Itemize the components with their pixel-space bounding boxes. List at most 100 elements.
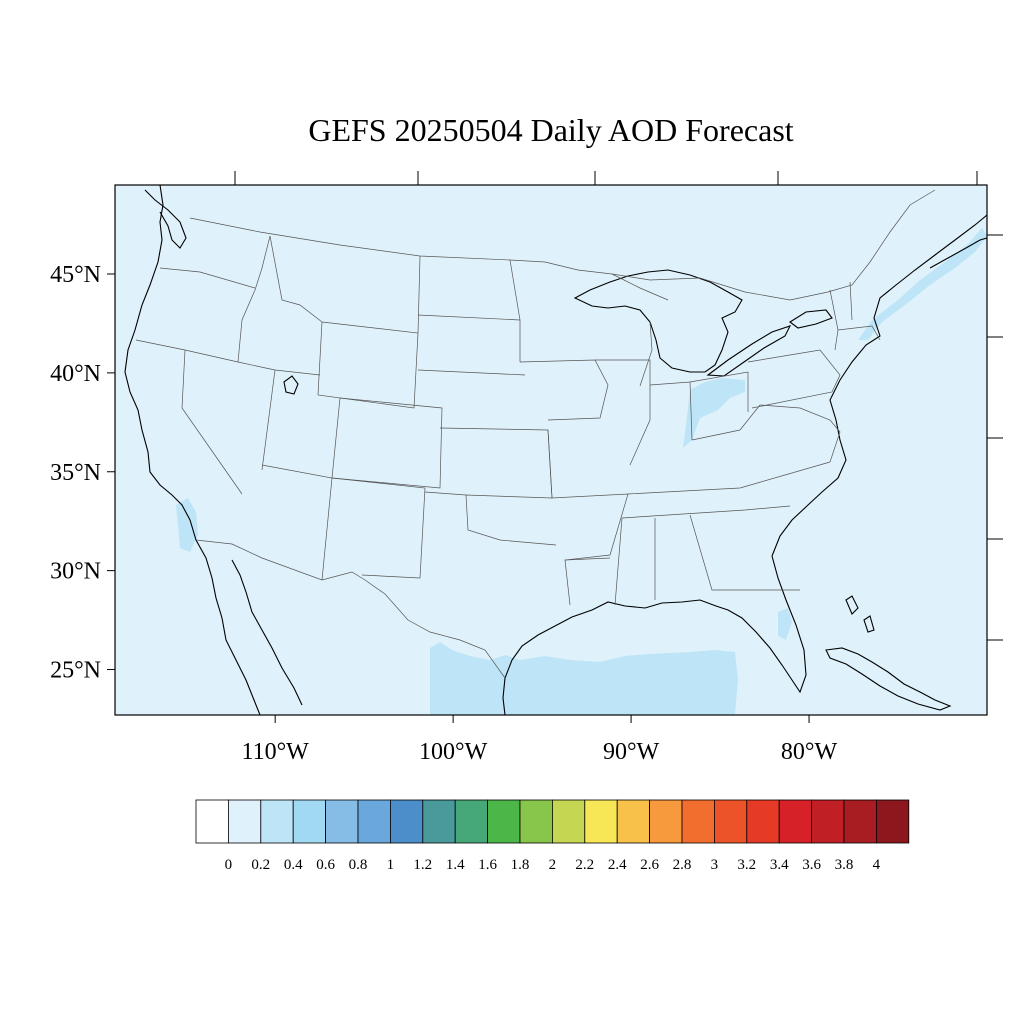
aod-region-florida-gulf	[778, 608, 792, 640]
figure-title: GEFS 20250504 Daily AOD Forecast	[308, 112, 793, 148]
mi-boundaries	[611, 273, 669, 387]
lake-erie	[706, 325, 792, 377]
nm-tx	[331, 477, 426, 579]
colorbar-label: 1.4	[446, 857, 465, 873]
bahamas-coastline	[845, 595, 875, 633]
lat-tick-label: 35°N	[50, 460, 101, 486]
puget-sound-coastline	[144, 189, 187, 249]
colorbar-swatch	[714, 799, 748, 844]
wa-or-border	[159, 267, 256, 289]
colorbar-label: 1.8	[511, 857, 530, 873]
lon-tick-label: 110°W	[241, 739, 309, 765]
ar-ms	[564, 557, 611, 561]
colorbar-swatch	[746, 799, 780, 844]
nv-ut	[261, 369, 276, 471]
state-borders	[135, 189, 936, 679]
aod-region-gulf-of-mexico	[430, 642, 738, 715]
colorbar-swatch	[616, 799, 651, 844]
colorbar-label: 3.2	[737, 857, 756, 873]
map-panel: 45°N 40°N 35°N 30°N 25°N 110°W 100°W 90°W 80°W	[50, 171, 1003, 765]
great-lakes-shoreline	[573, 269, 743, 373]
idaho-west	[237, 235, 271, 363]
mn-ia-mo	[519, 359, 609, 421]
colorbar-swatch	[778, 799, 813, 844]
aod-region-ohio-valley	[683, 378, 745, 448]
nd-sd	[417, 314, 521, 321]
tn-frame	[621, 461, 831, 519]
canada-border	[189, 189, 936, 301]
colorbar-swatch	[292, 799, 327, 844]
ky-wv-va	[691, 404, 841, 463]
mexico-border	[195, 539, 506, 679]
colorbar-swatch	[649, 799, 683, 844]
pa-ny	[747, 349, 841, 409]
lat-tick-label: 40°N	[50, 361, 101, 387]
colorbar-label: 1.2	[413, 857, 432, 873]
colorbar-swatch	[876, 799, 910, 844]
sd-ne	[417, 369, 526, 376]
ms-al-ga	[614, 514, 800, 606]
colorbar-swatch	[552, 799, 586, 844]
colorbar-label: 2.6	[640, 857, 659, 873]
colorbar-swatch	[487, 799, 521, 844]
ut-co	[331, 397, 341, 479]
lon-tick-label: 100°W	[419, 739, 488, 765]
colorbar-label: 0.6	[316, 857, 335, 873]
nd-mn	[509, 259, 521, 362]
colorbar-label: 0.2	[251, 857, 270, 873]
lat-tick-label: 30°N	[50, 559, 101, 585]
baja-gulf-coastline	[231, 559, 303, 706]
gulf-coastline	[502, 555, 807, 715]
colorbar-label: 3.4	[770, 857, 789, 873]
ok-tx	[424, 491, 467, 496]
nv-ca	[181, 349, 243, 495]
colorbar-label: 0	[225, 857, 233, 873]
colorbar-label: 0.8	[349, 857, 368, 873]
wy-frame	[317, 321, 419, 409]
colorbar-swatch	[454, 799, 489, 844]
colorbar-swatch	[843, 799, 877, 844]
colorbar-swatch	[584, 799, 618, 844]
lat-tick-label: 25°N	[50, 658, 101, 684]
colorbar-swatch	[681, 799, 715, 844]
new-england	[829, 281, 881, 351]
aod-colorbar: 0 0.2 0.4 0.6 0.8 1 1.2 1.4 1.6 1.8 2 2.2 2.4 2.6 2.8 3…	[195, 799, 910, 873]
lon-tick-label: 90°W	[603, 739, 660, 765]
lat-tick-label: 45°N	[50, 262, 101, 288]
pacific-coastline	[124, 185, 261, 715]
colorbar-label: 2.4	[608, 857, 627, 873]
mt-dakotas	[417, 255, 421, 334]
map-ticks: 45°N 40°N 35°N 30°N 25°N 110°W 100°W 90°W 80°W	[50, 171, 1003, 765]
colorbar-swatch	[260, 799, 294, 844]
map-frame	[114, 184, 988, 716]
atlantic-coastline	[771, 214, 987, 557]
colorbar-swatch	[422, 799, 456, 844]
nova-scotia-coastline	[929, 237, 987, 269]
great-salt-lake	[283, 375, 299, 395]
colorbar-swatch	[357, 799, 391, 844]
colorbar-label: 1	[387, 857, 395, 873]
colorbar-label: 2.2	[575, 857, 594, 873]
colorbar-label: 2	[549, 857, 557, 873]
in-oh	[649, 371, 749, 441]
lake-ontario	[789, 309, 833, 329]
colorbar-swatch	[227, 799, 262, 844]
colorbar-swatch	[195, 799, 229, 844]
lon-tick-label: 80°W	[781, 739, 838, 765]
map-background	[115, 185, 987, 715]
mo-ar-la	[547, 429, 629, 606]
colorbar-swatch	[389, 799, 424, 844]
colorbar-swatch	[811, 799, 845, 844]
colorbar-swatch	[325, 799, 359, 844]
aod-region-new-england	[858, 228, 987, 340]
colorbar-label: 3.6	[802, 857, 821, 873]
idaho-montana	[269, 235, 323, 323]
aod-region-southern-california	[176, 498, 198, 552]
colorbar-label: 3	[711, 857, 719, 873]
colorbar-label: 2.8	[673, 857, 692, 873]
colorbar-label: 0.4	[284, 857, 303, 873]
colorbar-label: 3.8	[835, 857, 854, 873]
colorbar-label: 1.6	[478, 857, 497, 873]
co-frame	[331, 397, 443, 489]
